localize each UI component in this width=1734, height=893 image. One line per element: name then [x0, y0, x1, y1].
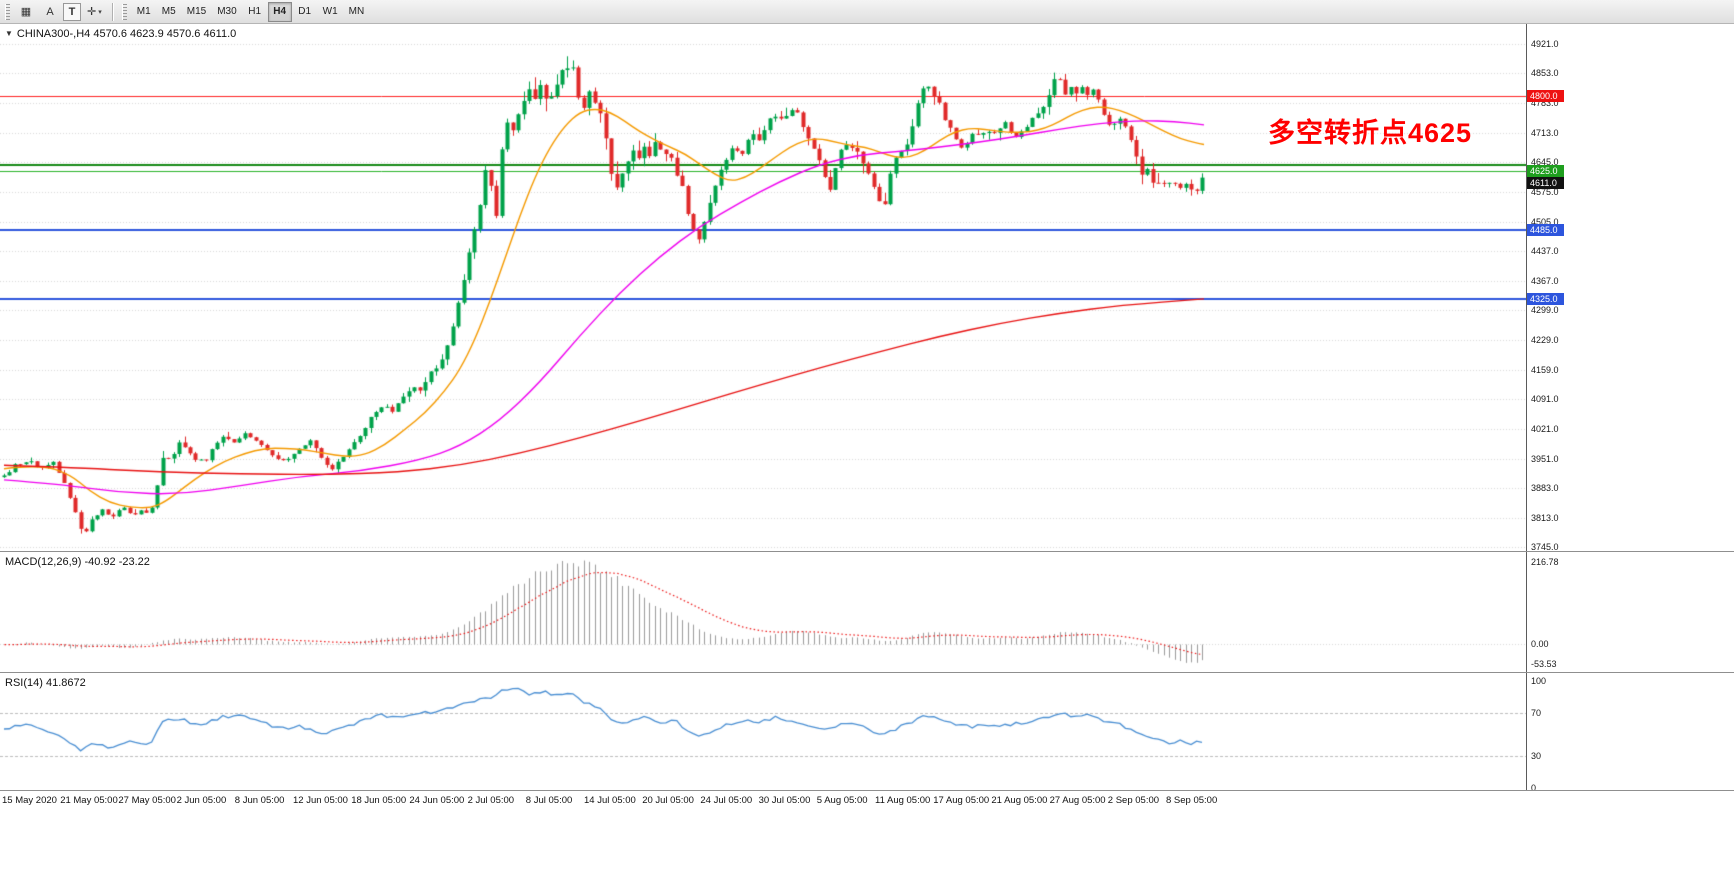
- rsi-tick-label: 70: [1531, 708, 1542, 718]
- chevron-down-icon: ▾: [98, 8, 102, 16]
- chevron-down-icon[interactable]: ▼: [5, 29, 13, 38]
- time-tick-label: 24 Jul 05:00: [700, 795, 753, 806]
- price-tick-label: 4437.0: [1531, 246, 1559, 256]
- timeframe-button-w1[interactable]: W1: [318, 2, 343, 22]
- price-tick-label: 3883.0: [1531, 483, 1559, 493]
- macd-canvas[interactable]: [0, 552, 1526, 672]
- timeframe-button-m30[interactable]: M30: [212, 2, 241, 22]
- toolbar-drag-handle[interactable]: [5, 3, 10, 20]
- time-tick-label: 8 Jun 05:00: [234, 795, 285, 806]
- rsi-tick-label: 0: [1531, 783, 1537, 793]
- pane-separator[interactable]: [0, 790, 1734, 791]
- macd-label: MACD(12,26,9) -40.92 -23.22: [5, 556, 150, 568]
- main-chart-pane[interactable]: ▼ CHINA300-,H4 4570.6 4623.9 4570.6 4611.…: [0, 24, 1526, 551]
- chart-annotation-text[interactable]: 多空转折点4625: [1268, 118, 1473, 148]
- time-tick-label: 11 Aug 05:00: [875, 795, 931, 806]
- price-tick-label: 3745.0: [1531, 542, 1559, 552]
- time-axis[interactable]: 15 May 2020 21 May 05:00 27 May 05:00 2 Jun…: [0, 791, 1734, 812]
- pane-separator[interactable]: [0, 672, 1734, 673]
- macd-tick-label: -53.53: [1531, 659, 1557, 669]
- arrow-tool-button[interactable]: A: [39, 2, 61, 22]
- price-tick-label: 4713.0: [1531, 128, 1559, 138]
- time-tick-label: 20 Jul 05:00: [642, 795, 694, 806]
- price-tick-label: 4645.0: [1531, 157, 1559, 167]
- price-tick-label: 4159.0: [1531, 365, 1559, 375]
- time-tick-label: 12 Jun 05:00: [293, 795, 348, 806]
- timeframe-button-m5[interactable]: M5: [157, 2, 181, 22]
- time-tick-label: 2 Jun 05:00: [176, 795, 227, 806]
- main-chart-canvas[interactable]: [0, 24, 1526, 551]
- toolbar-separator: [111, 2, 113, 21]
- time-tick-label: 17 Aug 05:00: [933, 795, 990, 806]
- toolbar: ▦ A T ✛ ▾ M1 M5 M15 M30 H1 H4 D1 W1 MN: [0, 0, 1734, 24]
- macd-tick-label: 0.00: [1531, 639, 1549, 649]
- time-tick-label: 27 May 05:00: [118, 795, 176, 806]
- time-tick-label: 21 Aug 05:00: [991, 795, 1048, 806]
- symbol-ohlc-label: ▼ CHINA300-,H4 4570.6 4623.9 4570.6 4611.…: [5, 28, 236, 40]
- crosshair-icon: ✛: [87, 6, 97, 18]
- price-tick-label: 4853.0: [1531, 68, 1559, 78]
- price-tick-label: 4229.0: [1531, 335, 1559, 345]
- pane-separator[interactable]: [0, 551, 1734, 552]
- price-tick-label: 4091.0: [1531, 394, 1559, 404]
- rsi-label: RSI(14) 41.8672: [5, 677, 86, 689]
- timeframe-button-m15[interactable]: M15: [182, 2, 211, 22]
- price-tick-label: 4783.0: [1531, 98, 1559, 108]
- time-tick-label: 8 Sep 05:00: [1166, 795, 1218, 806]
- rsi-tick-label: 100: [1531, 676, 1547, 686]
- time-tick-label: 18 Jun 05:00: [351, 795, 407, 806]
- time-tick-label: 14 Jul 05:00: [584, 795, 636, 806]
- price-tick-label: 4367.0: [1531, 276, 1559, 286]
- symbol-ohlc-text: CHINA300-,H4 4570.6 4623.9 4570.6 4611.0: [16, 28, 237, 40]
- price-tag-4485-0: 4485.0: [1527, 224, 1564, 236]
- macd-pane[interactable]: MACD(12,26,9) -40.92 -23.22: [0, 552, 1526, 672]
- price-tick-label: 4505.0: [1531, 217, 1559, 227]
- price-tag-4625-0: 4625.0: [1527, 165, 1564, 177]
- price-tick-label: 4575.0: [1531, 187, 1559, 197]
- time-tick-label: 15 May 2020: [2, 795, 57, 806]
- price-tick-label: 4921.0: [1531, 39, 1559, 49]
- time-tick-label: 2 Sep 05:00: [1107, 795, 1160, 806]
- timeframe-toolbar: M1 M5 M15 M30 H1 H4 D1 W1 MN: [132, 1, 370, 22]
- price-tick-label: 4021.0: [1531, 424, 1559, 434]
- time-tick-label: 30 Jul 05:00: [758, 795, 811, 806]
- timeframe-button-h1[interactable]: H1: [243, 2, 267, 22]
- timeframe-button-d1[interactable]: D1: [293, 2, 317, 22]
- timeframe-button-h4[interactable]: H4: [267, 1, 292, 22]
- macd-tick-label: 216.78: [1531, 557, 1559, 567]
- time-tick-label: 2 Jul 05:00: [467, 795, 515, 806]
- price-tick-label: 3813.0: [1531, 513, 1559, 523]
- rsi-pane[interactable]: RSI(14) 41.8672: [0, 673, 1526, 790]
- time-tick-label: 27 Aug 05:00: [1049, 795, 1106, 806]
- timeframe-toolbar-drag-handle[interactable]: [121, 3, 127, 20]
- chart-grid-icon[interactable]: ▦: [15, 2, 37, 22]
- timeframe-button-mn[interactable]: MN: [344, 2, 370, 22]
- time-tick-label: 5 Aug 05:00: [816, 795, 868, 806]
- price-axis[interactable]: 4921.0 4853.0 4783.0 4713.0 4645.0 4575.0 4505…: [1526, 24, 1734, 793]
- rsi-tick-label: 30: [1531, 751, 1542, 761]
- price-tick-label: 3951.0: [1531, 454, 1559, 464]
- time-tick-label: 8 Jul 05:00: [525, 795, 573, 806]
- timeframe-button-m1[interactable]: M1: [132, 2, 156, 22]
- time-tick-label: 21 May 05:00: [60, 795, 118, 806]
- price-tag-4800-0: 4800.0: [1527, 90, 1564, 102]
- price-tag-4611-0: 4611.0: [1527, 177, 1564, 189]
- price-tag-4325-0: 4325.0: [1527, 293, 1564, 305]
- objects-tool-button[interactable]: ✛ ▾: [83, 2, 106, 22]
- price-tick-label: 4299.0: [1531, 305, 1559, 315]
- text-tool-button[interactable]: T: [63, 2, 81, 21]
- rsi-canvas[interactable]: [0, 673, 1526, 790]
- time-tick-label: 24 Jun 05:00: [409, 795, 465, 806]
